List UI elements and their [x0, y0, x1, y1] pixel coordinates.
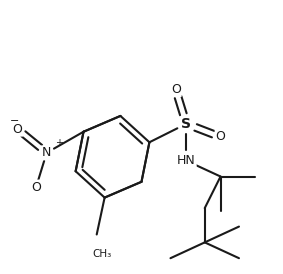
Text: O: O — [216, 130, 226, 144]
Text: N: N — [42, 146, 51, 159]
Text: S: S — [181, 117, 191, 131]
Text: HN: HN — [177, 154, 196, 167]
Text: CH₃: CH₃ — [92, 249, 112, 259]
Text: O: O — [13, 122, 23, 136]
Text: −: − — [10, 116, 20, 126]
Text: O: O — [31, 181, 41, 193]
Text: +: + — [55, 138, 63, 148]
Text: O: O — [171, 83, 181, 96]
